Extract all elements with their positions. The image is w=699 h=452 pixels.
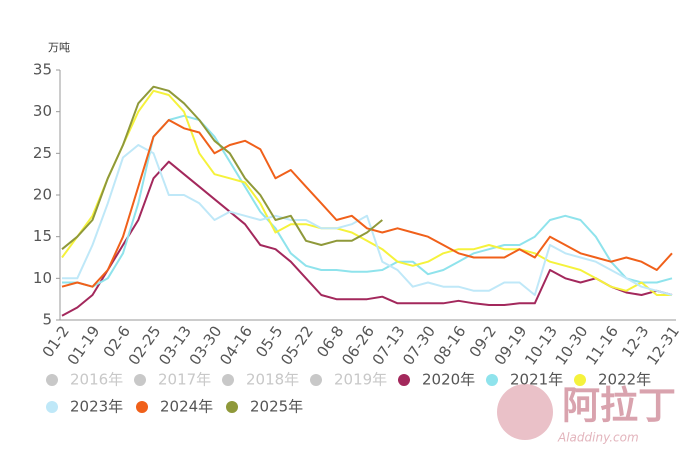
legend-marker — [46, 374, 58, 386]
x-tick-label: 05-22 — [277, 323, 317, 369]
legend-marker — [222, 374, 234, 386]
legend-label: 2018年 — [246, 371, 299, 389]
x-tick-label: 12-31 — [643, 323, 683, 369]
series-line — [61, 89, 672, 296]
x-tick-label: 11-16 — [582, 323, 622, 369]
unit-label: 万吨 — [48, 41, 70, 54]
legend-label: 2019年 — [334, 371, 387, 389]
logo-icon — [497, 384, 553, 440]
legend-label: 2021年 — [510, 371, 563, 389]
watermark-site: Aladdiny.com — [557, 431, 639, 445]
y-tick-label: 25 — [33, 144, 52, 162]
legend-marker — [136, 401, 148, 413]
y-tick-label: 15 — [33, 227, 52, 245]
x-tick-label: 04-16 — [216, 323, 256, 369]
legend-label: 2016年 — [70, 371, 123, 389]
x-tick-label: 01-19 — [64, 323, 104, 369]
legend-label: 2023年 — [70, 398, 123, 416]
y-tick-label: 30 — [33, 102, 52, 120]
legend-marker — [226, 401, 238, 413]
y-tick-label: 5 — [42, 311, 52, 329]
legend-label: 2020年 — [422, 371, 475, 389]
legend-marker — [46, 401, 58, 413]
y-tick-label: 10 — [33, 269, 52, 287]
y-tick-label: 35 — [33, 61, 52, 79]
series-line — [61, 160, 673, 317]
x-tick-label: 08-16 — [430, 323, 470, 369]
series-line — [62, 144, 673, 296]
legend-label: 2017年 — [158, 371, 211, 389]
legend-marker — [398, 374, 410, 386]
y-tick-label: 20 — [33, 186, 52, 204]
series-line — [61, 119, 673, 288]
series-line — [62, 114, 673, 288]
series-line — [61, 85, 383, 250]
legend-marker — [134, 374, 146, 386]
legend-marker — [486, 374, 498, 386]
legend-marker — [310, 374, 322, 386]
watermark-brand: 阿拉丁 — [562, 384, 676, 428]
legend-marker — [574, 374, 586, 386]
legend-label: 2024年 — [160, 398, 213, 416]
legend-label: 2022年 — [598, 371, 651, 389]
legend-label: 2025年 — [250, 398, 303, 416]
